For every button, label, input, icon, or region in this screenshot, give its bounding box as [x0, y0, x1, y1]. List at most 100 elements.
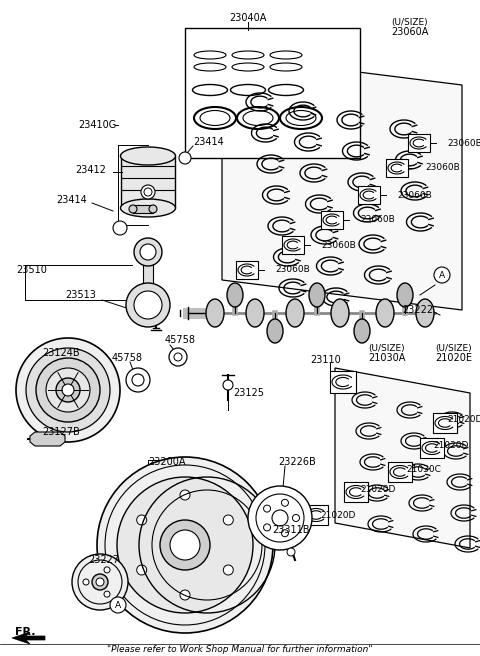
Ellipse shape — [309, 283, 325, 307]
Text: 23060B: 23060B — [360, 216, 395, 224]
Text: 21030C: 21030C — [406, 466, 441, 474]
Text: 23311B: 23311B — [272, 525, 310, 535]
Circle shape — [132, 374, 144, 386]
Text: 23060B: 23060B — [397, 190, 432, 199]
Text: FR.: FR. — [15, 627, 36, 637]
Text: 21020E: 21020E — [435, 353, 472, 363]
Circle shape — [117, 477, 253, 613]
Text: 23060B: 23060B — [275, 266, 310, 274]
Text: 23414: 23414 — [56, 195, 87, 205]
Polygon shape — [222, 55, 462, 310]
Circle shape — [126, 283, 170, 327]
Polygon shape — [335, 368, 470, 548]
Ellipse shape — [206, 299, 224, 327]
Ellipse shape — [246, 299, 264, 327]
Circle shape — [264, 524, 271, 531]
Ellipse shape — [286, 299, 304, 327]
Bar — [143, 252, 153, 297]
Bar — [420, 438, 444, 458]
Circle shape — [223, 380, 233, 390]
Polygon shape — [12, 632, 45, 644]
Bar — [121, 156, 175, 208]
Bar — [330, 371, 356, 393]
Circle shape — [96, 578, 104, 586]
Circle shape — [223, 515, 233, 525]
Circle shape — [281, 529, 288, 537]
Circle shape — [223, 565, 233, 575]
Circle shape — [272, 510, 288, 526]
Circle shape — [36, 358, 100, 422]
Text: 21020D: 21020D — [433, 440, 468, 449]
Text: 23410G: 23410G — [78, 120, 116, 130]
Bar — [388, 462, 412, 482]
Ellipse shape — [149, 205, 157, 213]
Circle shape — [104, 591, 110, 597]
Circle shape — [292, 514, 300, 522]
Text: 23227: 23227 — [88, 555, 119, 565]
Text: (U/SIZE): (U/SIZE) — [392, 18, 428, 26]
Bar — [408, 134, 430, 152]
Bar — [185, 28, 360, 158]
Bar — [344, 482, 368, 502]
Text: 23127B: 23127B — [42, 427, 80, 437]
Text: (U/SIZE): (U/SIZE) — [368, 344, 405, 352]
Circle shape — [180, 590, 190, 600]
Circle shape — [83, 579, 89, 585]
Circle shape — [144, 188, 152, 196]
Text: 23414: 23414 — [193, 137, 224, 147]
Text: 23412: 23412 — [75, 165, 106, 175]
Circle shape — [113, 221, 127, 235]
Bar — [236, 261, 258, 279]
Text: 23040A: 23040A — [229, 13, 267, 23]
Text: 21020D: 21020D — [360, 485, 396, 495]
Ellipse shape — [376, 299, 394, 327]
Ellipse shape — [331, 299, 349, 327]
Text: 21030A: 21030A — [368, 353, 406, 363]
Circle shape — [160, 520, 210, 570]
Circle shape — [169, 348, 187, 366]
Circle shape — [92, 574, 108, 590]
Circle shape — [180, 490, 190, 500]
Text: 23060B: 23060B — [321, 241, 356, 249]
Text: 23110: 23110 — [310, 355, 341, 365]
Bar — [133, 205, 153, 213]
Text: 21020D: 21020D — [447, 415, 480, 424]
Ellipse shape — [120, 199, 176, 217]
Circle shape — [97, 457, 273, 633]
Text: 45758: 45758 — [165, 335, 196, 345]
Circle shape — [174, 353, 182, 361]
Text: 23060B: 23060B — [425, 163, 460, 173]
Text: A: A — [115, 600, 121, 609]
Text: 45758: 45758 — [112, 353, 143, 363]
Circle shape — [126, 368, 150, 392]
Circle shape — [264, 505, 271, 512]
Text: A: A — [439, 270, 445, 279]
Bar — [282, 236, 304, 254]
Circle shape — [72, 554, 128, 610]
Circle shape — [26, 348, 110, 432]
Circle shape — [110, 597, 126, 613]
Circle shape — [137, 515, 147, 525]
Circle shape — [434, 267, 450, 283]
Text: 23226B: 23226B — [278, 457, 316, 467]
Circle shape — [287, 548, 295, 556]
Bar — [386, 159, 408, 177]
Ellipse shape — [416, 299, 434, 327]
Ellipse shape — [129, 205, 137, 213]
Circle shape — [62, 384, 74, 396]
Circle shape — [248, 486, 312, 550]
Circle shape — [140, 244, 156, 260]
Text: 23200A: 23200A — [148, 457, 185, 467]
Circle shape — [56, 378, 80, 402]
Circle shape — [134, 291, 162, 319]
Circle shape — [137, 565, 147, 575]
Text: (U/SIZE): (U/SIZE) — [435, 344, 472, 352]
Ellipse shape — [397, 283, 413, 307]
Text: 23222: 23222 — [402, 305, 433, 315]
Bar — [321, 211, 343, 229]
Bar — [358, 186, 380, 204]
Circle shape — [104, 567, 110, 573]
Ellipse shape — [227, 283, 243, 307]
Text: 21020D: 21020D — [320, 510, 355, 520]
Circle shape — [179, 152, 191, 164]
